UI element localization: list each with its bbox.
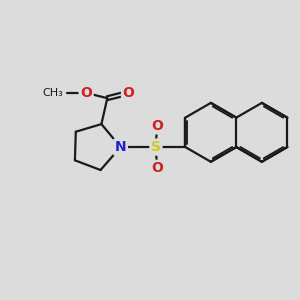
Text: N: N: [115, 140, 126, 154]
Text: S: S: [151, 140, 161, 154]
Text: O: O: [152, 119, 163, 133]
Text: CH₃: CH₃: [42, 88, 63, 98]
Text: O: O: [152, 161, 163, 175]
Text: O: O: [80, 86, 92, 100]
Text: O: O: [123, 86, 134, 100]
